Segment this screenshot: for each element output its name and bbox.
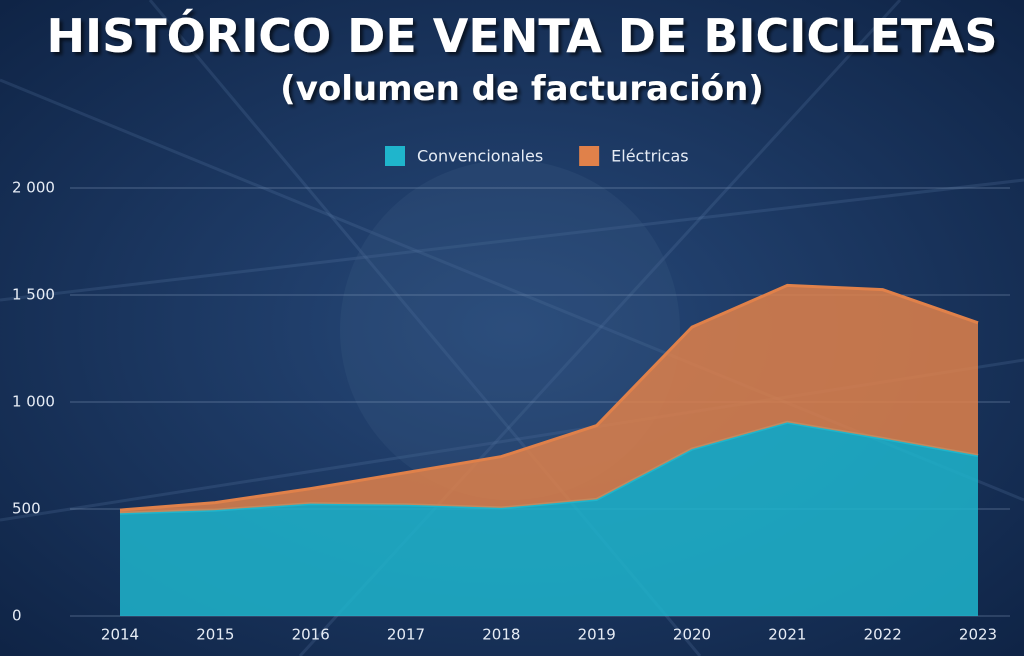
y-tick-label: 500 [12,500,41,518]
legend-swatch [385,146,405,166]
x-tick-label: 2017 [387,626,425,644]
x-tick-label: 2016 [292,626,330,644]
area-edge [119,283,979,512]
y-tick-label: 2 000 [12,179,55,197]
x-tick-label: 2020 [673,626,711,644]
area [120,422,978,616]
chart-subtitle: (volumen de facturación) [280,69,764,109]
legend-label: Convencionales [417,147,543,166]
y-tick-label: 1 500 [12,286,55,304]
x-tick-label: 2019 [578,626,616,644]
x-tick-label: 2023 [959,626,997,644]
legend-label: Eléctricas [611,147,688,166]
x-tick-label: 2015 [196,626,234,644]
x-tick-label: 2018 [482,626,520,644]
y-tick-label: 1 000 [12,393,55,411]
legend-swatch [579,146,600,166]
y-tick-label: 0 [12,607,22,625]
x-tick-label: 2021 [768,626,806,644]
x-tick-label: 2022 [864,626,902,644]
chart-title: HISTÓRICO DE VENTA DE BICICLETAS [47,9,998,63]
x-tick-label: 2014 [101,626,139,644]
area [120,285,978,514]
